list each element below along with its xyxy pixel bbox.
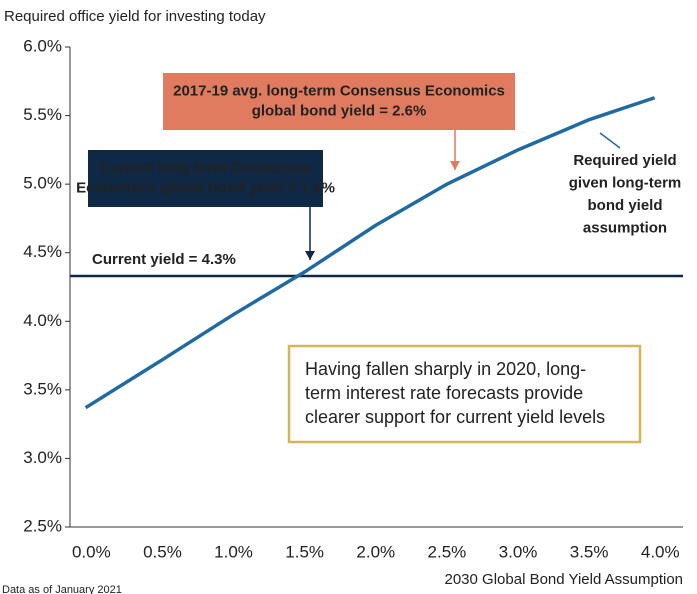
- y-tick-label: 5.0%: [23, 174, 62, 193]
- y-tick-label: 5.5%: [23, 105, 62, 124]
- series-label: bond yield: [588, 197, 663, 214]
- y-tick-label: 3.0%: [23, 448, 62, 467]
- x-tick-label: 0.0%: [72, 542, 111, 561]
- y-tick-label: 4.0%: [23, 311, 62, 330]
- y-tick-label: 4.5%: [23, 242, 62, 261]
- series-label-leader: [599, 132, 621, 149]
- y-tick-label: 3.5%: [23, 379, 62, 398]
- series-label: assumption: [583, 219, 667, 236]
- annotation-text: Having fallen sharply in 2020, long-: [305, 359, 586, 379]
- y-tick-label: 2.5%: [23, 516, 62, 535]
- annotation-box: [163, 73, 515, 130]
- y-axis-title: Required office yield for investing toda…: [4, 8, 266, 25]
- x-tick-label: 2.5%: [428, 542, 467, 561]
- y-tick-label: 6.0%: [23, 36, 62, 55]
- annotation-arrowhead: [450, 161, 460, 170]
- series-label: Required yield: [573, 152, 676, 169]
- annotation-box: [88, 150, 323, 207]
- annotation-text: 2017-19 avg. long-term Consensus Economi…: [173, 82, 505, 99]
- annotation-text: Economics global bond yield = 1.6%: [76, 179, 335, 196]
- x-tick-label: 3.5%: [570, 542, 609, 561]
- annotation-text: Current long-term Consensus: [99, 159, 312, 176]
- x-tick-label: 2.0%: [356, 542, 395, 561]
- x-tick-label: 3.0%: [499, 542, 538, 561]
- x-tick-label: 1.5%: [285, 542, 324, 561]
- annotation-text: term interest rate forecasts provide: [305, 383, 583, 403]
- series-line: [84, 96, 656, 410]
- source-note: Data as of January 2021: [2, 584, 122, 594]
- x-axis-title: 2030 Global Bond Yield Assumption: [445, 571, 684, 588]
- annotation-text: global bond yield = 2.6%: [252, 102, 427, 119]
- series-label: given long-term: [569, 174, 682, 191]
- annotation-text: clearer support for current yield levels: [305, 407, 605, 427]
- annotation-arrowhead: [305, 251, 315, 260]
- annotation-box: [287, 344, 642, 444]
- reference-label: Current yield = 4.3%: [92, 251, 236, 268]
- x-tick-label: 4.0%: [641, 542, 680, 561]
- x-tick-label: 1.0%: [214, 542, 253, 561]
- x-tick-label: 0.5%: [143, 542, 182, 561]
